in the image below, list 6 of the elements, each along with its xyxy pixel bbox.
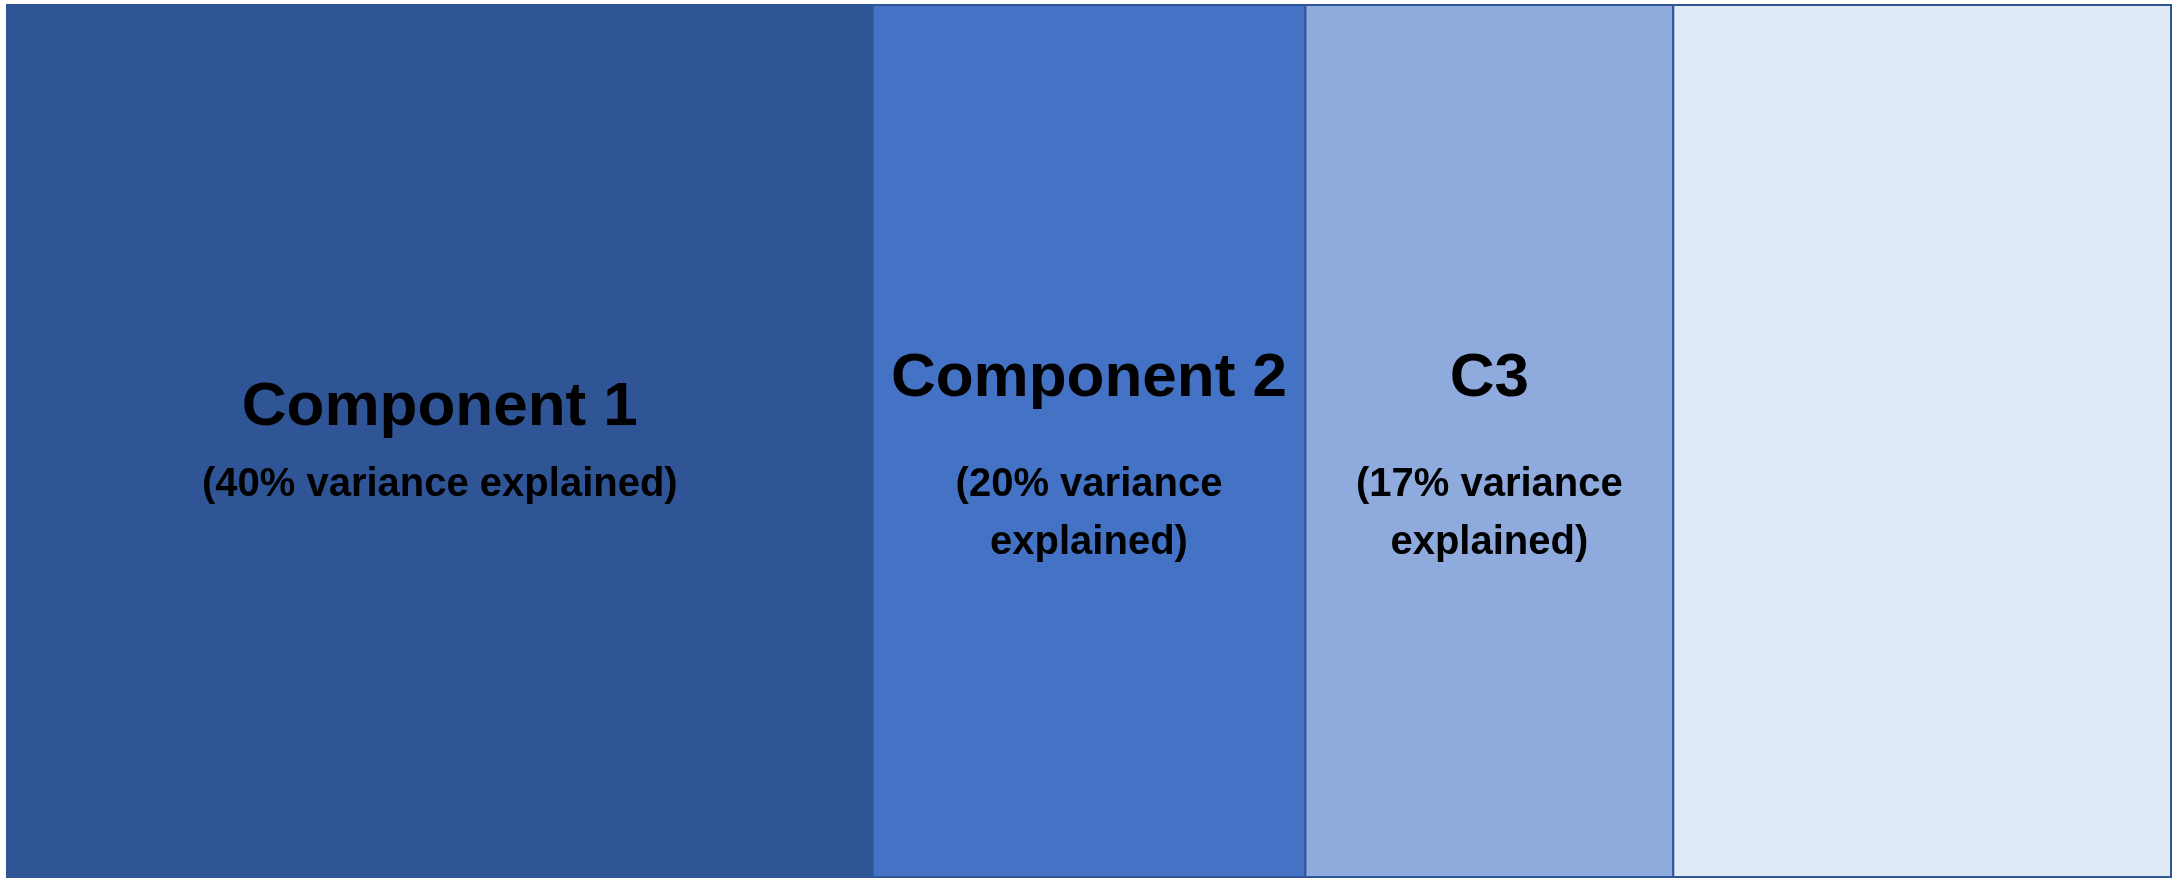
data-label: (20% variance explained) (955, 460, 1223, 563)
series-label: Component 1 (241, 369, 638, 438)
series-label: Component 2 (890, 340, 1288, 409)
data-label: (17% variance explained) (1355, 460, 1623, 563)
data-label: (40% variance explained) (201, 460, 678, 505)
series-label: C3 (1449, 340, 1529, 409)
